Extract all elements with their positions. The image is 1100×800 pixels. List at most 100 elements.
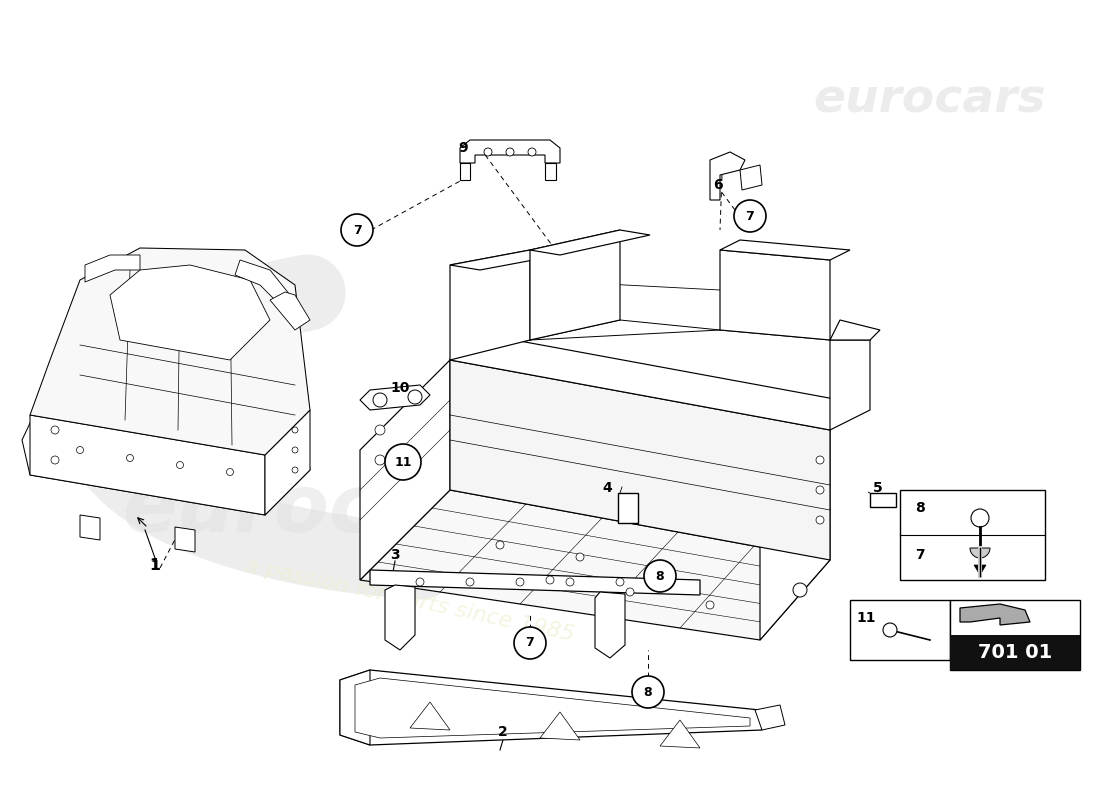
- Circle shape: [484, 148, 492, 156]
- Circle shape: [706, 601, 714, 609]
- Polygon shape: [360, 490, 830, 640]
- Bar: [850, 600, 950, 660]
- Polygon shape: [265, 410, 310, 515]
- Text: a passion for parts since 1985: a passion for parts since 1985: [243, 555, 576, 645]
- Text: 7: 7: [746, 210, 755, 222]
- Text: 9: 9: [459, 141, 468, 155]
- Circle shape: [416, 578, 424, 586]
- Polygon shape: [355, 678, 750, 738]
- Circle shape: [292, 447, 298, 453]
- Polygon shape: [450, 250, 560, 270]
- Bar: [870, 493, 896, 507]
- Circle shape: [644, 560, 676, 592]
- Polygon shape: [710, 152, 745, 200]
- Circle shape: [292, 427, 298, 433]
- Circle shape: [77, 446, 84, 454]
- Text: 7: 7: [526, 637, 535, 650]
- Polygon shape: [85, 255, 140, 282]
- Polygon shape: [110, 265, 270, 360]
- Polygon shape: [80, 515, 100, 540]
- Polygon shape: [544, 163, 556, 180]
- Polygon shape: [270, 292, 310, 330]
- Circle shape: [375, 455, 385, 465]
- Text: 3: 3: [390, 548, 399, 562]
- Circle shape: [51, 426, 59, 434]
- Circle shape: [516, 578, 524, 586]
- Polygon shape: [760, 430, 830, 640]
- Text: 10: 10: [390, 381, 409, 395]
- Circle shape: [341, 214, 373, 246]
- Polygon shape: [450, 250, 530, 360]
- Circle shape: [176, 462, 184, 469]
- Polygon shape: [720, 240, 850, 260]
- Circle shape: [375, 425, 385, 435]
- Polygon shape: [30, 248, 310, 455]
- Text: 4: 4: [602, 481, 612, 495]
- Circle shape: [514, 627, 546, 659]
- Circle shape: [883, 623, 896, 637]
- Circle shape: [816, 486, 824, 494]
- Wedge shape: [970, 548, 990, 558]
- Polygon shape: [660, 720, 700, 748]
- Circle shape: [528, 148, 536, 156]
- Circle shape: [971, 509, 989, 527]
- Circle shape: [227, 469, 233, 475]
- Circle shape: [51, 456, 59, 464]
- Polygon shape: [22, 265, 310, 515]
- Text: 11: 11: [856, 611, 876, 625]
- Text: 6: 6: [713, 178, 723, 192]
- Polygon shape: [530, 230, 620, 340]
- Bar: [618, 493, 638, 523]
- Polygon shape: [460, 163, 470, 180]
- Circle shape: [466, 578, 474, 586]
- Circle shape: [496, 541, 504, 549]
- Polygon shape: [530, 230, 650, 255]
- Polygon shape: [460, 140, 560, 163]
- Circle shape: [734, 200, 766, 232]
- Polygon shape: [360, 385, 430, 410]
- Circle shape: [816, 516, 824, 524]
- Circle shape: [656, 566, 664, 574]
- Text: 8: 8: [915, 501, 925, 515]
- Circle shape: [793, 583, 807, 597]
- Polygon shape: [740, 165, 762, 190]
- Polygon shape: [370, 570, 700, 595]
- Polygon shape: [450, 360, 830, 560]
- Circle shape: [126, 454, 133, 462]
- Polygon shape: [830, 340, 870, 430]
- Polygon shape: [175, 527, 195, 552]
- Polygon shape: [720, 250, 830, 340]
- Text: eurocars: eurocars: [814, 78, 1046, 122]
- Text: 8: 8: [656, 570, 664, 582]
- Polygon shape: [540, 712, 580, 740]
- Circle shape: [576, 553, 584, 561]
- Circle shape: [816, 456, 824, 464]
- Text: 2: 2: [498, 725, 508, 739]
- Circle shape: [408, 390, 422, 404]
- Bar: [950, 635, 1080, 670]
- Polygon shape: [385, 585, 415, 650]
- Polygon shape: [30, 415, 265, 515]
- Bar: [900, 490, 1045, 580]
- Text: 1: 1: [150, 558, 161, 573]
- Circle shape: [546, 576, 554, 584]
- Polygon shape: [830, 320, 880, 340]
- Text: 7: 7: [915, 548, 925, 562]
- Circle shape: [385, 444, 421, 480]
- Circle shape: [373, 393, 387, 407]
- Circle shape: [375, 395, 385, 405]
- Polygon shape: [450, 330, 840, 430]
- Circle shape: [616, 578, 624, 586]
- Circle shape: [666, 578, 674, 586]
- Polygon shape: [974, 565, 986, 575]
- Polygon shape: [340, 670, 762, 745]
- Polygon shape: [340, 670, 370, 745]
- Polygon shape: [235, 260, 290, 305]
- Text: 7: 7: [353, 223, 362, 237]
- Polygon shape: [410, 702, 450, 730]
- Circle shape: [632, 676, 664, 708]
- Polygon shape: [755, 705, 785, 730]
- Circle shape: [626, 588, 634, 596]
- Circle shape: [566, 578, 574, 586]
- Circle shape: [506, 148, 514, 156]
